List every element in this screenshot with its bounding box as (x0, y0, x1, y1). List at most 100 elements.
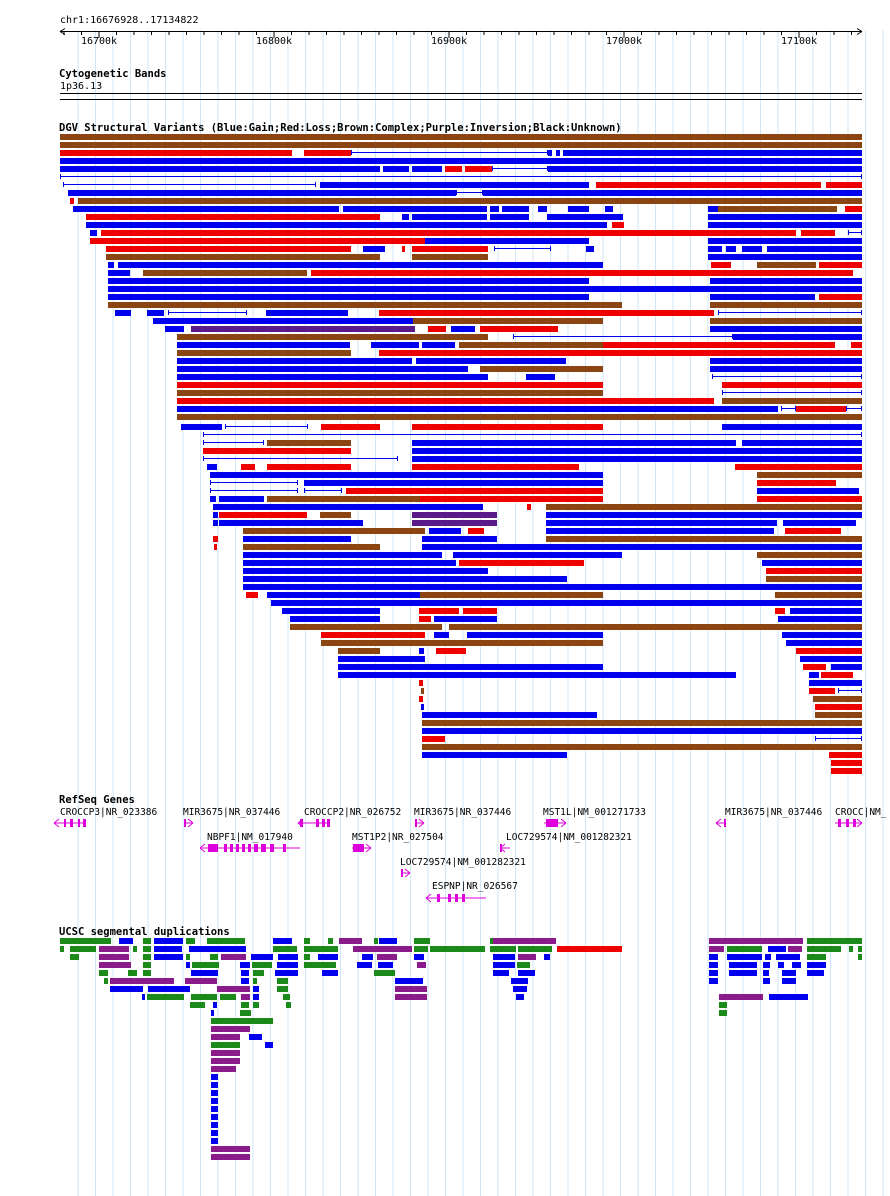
segdup-green-bar[interactable] (328, 938, 333, 944)
segdup-blue-bar[interactable] (154, 954, 183, 960)
segdup-green-bar[interactable] (241, 1002, 249, 1008)
dgv-loss-bar[interactable] (419, 696, 423, 702)
dgv-loss-bar[interactable] (246, 592, 258, 598)
dgv-gain-bar[interactable] (68, 190, 456, 196)
dgv-complex-bar[interactable] (459, 342, 603, 348)
dgv-loss-bar[interactable] (796, 648, 862, 654)
segdup-purple-bar[interactable] (493, 938, 556, 944)
segdup-green-bar[interactable] (414, 938, 430, 944)
dgv-loss-bar[interactable] (419, 616, 431, 622)
dgv-gain-bar[interactable] (421, 704, 424, 710)
segdup-blue-bar[interactable] (211, 1138, 218, 1144)
segdup-blue-bar[interactable] (511, 978, 528, 984)
segdup-green-bar[interactable] (807, 954, 826, 960)
gene-mst1l-glyph[interactable] (544, 818, 567, 828)
dgv-gain-bar[interactable] (213, 520, 218, 526)
segdup-green-bar[interactable] (253, 970, 264, 976)
dgv-loss-bar[interactable] (757, 480, 836, 486)
segdup-blue-bar[interactable] (493, 970, 509, 976)
segdup-blue-bar[interactable] (191, 970, 218, 976)
segdup-green-bar[interactable] (211, 1018, 273, 1024)
dgv-gain-bar[interactable] (710, 358, 862, 364)
dgv-loss-bar[interactable] (321, 424, 380, 430)
dgv-complex-bar[interactable] (60, 142, 862, 148)
dgv-gain-bar[interactable] (243, 568, 488, 574)
dgv-variant-line[interactable] (210, 490, 298, 491)
dgv-complex-bar[interactable] (412, 254, 488, 260)
dgv-gain-bar[interactable] (147, 310, 164, 316)
segdup-blue-bar[interactable] (154, 946, 182, 952)
segdup-blue-bar[interactable] (110, 986, 143, 992)
segdup-blue-bar[interactable] (782, 978, 796, 984)
dgv-gain-bar[interactable] (547, 214, 623, 220)
dgv-gain-bar[interactable] (108, 286, 862, 292)
segdup-blue-bar[interactable] (186, 962, 190, 968)
segdup-blue-bar[interactable] (709, 954, 718, 960)
segdup-blue-bar[interactable] (516, 994, 524, 1000)
dgv-variant-line[interactable] (168, 312, 247, 313)
dgv-variant-line[interactable] (815, 738, 862, 739)
dgv-gain-bar[interactable] (73, 206, 339, 212)
dgv-complex-bar[interactable] (480, 366, 603, 372)
segdup-purple-bar[interactable] (110, 978, 174, 984)
dgv-gain-bar[interactable] (526, 374, 555, 380)
dgv-loss-bar[interactable] (214, 544, 217, 550)
segdup-purple-bar[interactable] (518, 954, 536, 960)
gene-croccp2-glyph[interactable] (297, 818, 330, 828)
segdup-green-bar[interactable] (143, 970, 151, 976)
segdup-blue-bar[interactable] (154, 938, 183, 944)
dgv-gain-bar[interactable] (412, 214, 487, 220)
dgv-loss-bar[interactable] (468, 528, 484, 534)
segdup-green-bar[interactable] (849, 946, 853, 952)
segdup-blue-bar[interactable] (211, 1106, 218, 1112)
dgv-gain-bar[interactable] (118, 262, 603, 268)
segdup-blue-bar[interactable] (362, 954, 373, 960)
dgv-loss-bar[interactable] (831, 768, 862, 774)
segdup-green-bar[interactable] (490, 938, 493, 944)
dgv-gain-bar[interactable] (425, 238, 589, 244)
segdup-blue-bar[interactable] (769, 994, 808, 1000)
segdup-blue-bar[interactable] (776, 954, 800, 960)
dgv-variant-line[interactable] (60, 176, 862, 177)
dgv-complex-bar[interactable] (143, 270, 307, 276)
segdup-blue-bar[interactable] (322, 970, 338, 976)
segdup-green-bar[interactable] (70, 954, 79, 960)
dgv-loss-bar[interactable] (321, 632, 425, 638)
dgv-complex-bar[interactable] (60, 134, 862, 140)
dgv-gain-bar[interactable] (548, 150, 552, 156)
dgv-loss-bar[interactable] (826, 182, 862, 188)
dgv-gain-bar[interactable] (86, 222, 607, 228)
gene-label[interactable]: CROCCP3|NR_023386 (60, 807, 158, 818)
dgv-variant-line[interactable] (848, 232, 862, 233)
dgv-gain-bar[interactable] (402, 214, 409, 220)
dgv-loss-bar[interactable] (213, 536, 218, 542)
dgv-variant-line[interactable] (304, 490, 342, 491)
segdup-purple-bar[interactable] (417, 962, 426, 968)
segdup-green-bar[interactable] (414, 946, 428, 952)
dgv-gain-bar[interactable] (708, 222, 862, 228)
dgv-complex-bar[interactable] (546, 536, 862, 542)
dgv-gain-bar[interactable] (453, 552, 622, 558)
segdup-green-bar[interactable] (143, 954, 151, 960)
gene-label[interactable]: NBPF1|NM_017940 (207, 832, 293, 843)
segdup-blue-bar[interactable] (253, 994, 259, 1000)
dgv-loss-bar[interactable] (412, 246, 488, 252)
dgv-gain-bar[interactable] (243, 536, 351, 542)
segdup-green-bar[interactable] (430, 946, 485, 952)
dgv-gain-bar[interactable] (422, 342, 455, 348)
segdup-purple-bar[interactable] (99, 946, 129, 952)
dgv-loss-bar[interactable] (465, 166, 492, 172)
dgv-gain-bar[interactable] (290, 616, 380, 622)
dgv-gain-bar[interactable] (726, 246, 736, 252)
segdup-purple-bar[interactable] (99, 954, 129, 960)
dgv-gain-bar[interactable] (790, 608, 862, 614)
segdup-green-bar[interactable] (304, 954, 310, 960)
dgv-gain-bar[interactable] (219, 520, 363, 526)
dgv-loss-bar[interactable] (603, 342, 835, 348)
dgv-gain-bar[interactable] (271, 600, 862, 606)
dgv-gain-bar[interactable] (710, 326, 862, 332)
segdup-green-bar[interactable] (60, 946, 64, 952)
dgv-complex-bar[interactable] (815, 712, 862, 718)
dgv-variant-line[interactable] (846, 408, 862, 409)
dgv-gain-bar[interactable] (722, 424, 862, 430)
